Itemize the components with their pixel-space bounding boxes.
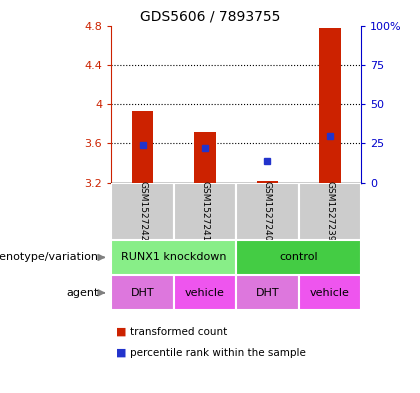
Bar bbox=[319, 28, 341, 183]
Text: GSM1527239: GSM1527239 bbox=[326, 181, 334, 241]
Bar bbox=[236, 275, 299, 310]
Text: ■: ■ bbox=[116, 347, 126, 358]
Text: vehicle: vehicle bbox=[185, 288, 225, 298]
Bar bbox=[131, 111, 153, 183]
Bar bbox=[174, 275, 236, 310]
Text: agent: agent bbox=[66, 288, 99, 298]
Text: ■: ■ bbox=[116, 327, 126, 337]
Bar bbox=[236, 183, 299, 240]
Text: RUNX1 knockdown: RUNX1 knockdown bbox=[121, 252, 226, 263]
Bar bbox=[236, 240, 361, 275]
Text: GSM1527242: GSM1527242 bbox=[138, 181, 147, 241]
Bar bbox=[111, 183, 174, 240]
Text: control: control bbox=[279, 252, 318, 263]
Bar bbox=[257, 181, 278, 183]
Bar bbox=[111, 240, 236, 275]
Text: GSM1527240: GSM1527240 bbox=[263, 181, 272, 241]
Bar bbox=[299, 275, 361, 310]
Bar bbox=[299, 183, 361, 240]
Text: GSM1527241: GSM1527241 bbox=[200, 181, 210, 241]
Bar bbox=[194, 132, 216, 183]
Text: genotype/variation: genotype/variation bbox=[0, 252, 99, 263]
Text: percentile rank within the sample: percentile rank within the sample bbox=[130, 347, 306, 358]
Text: DHT: DHT bbox=[256, 288, 279, 298]
Bar bbox=[174, 183, 236, 240]
Text: transformed count: transformed count bbox=[130, 327, 228, 337]
Text: GDS5606 / 7893755: GDS5606 / 7893755 bbox=[140, 10, 280, 24]
Bar bbox=[111, 275, 174, 310]
Text: DHT: DHT bbox=[131, 288, 155, 298]
Text: vehicle: vehicle bbox=[310, 288, 350, 298]
